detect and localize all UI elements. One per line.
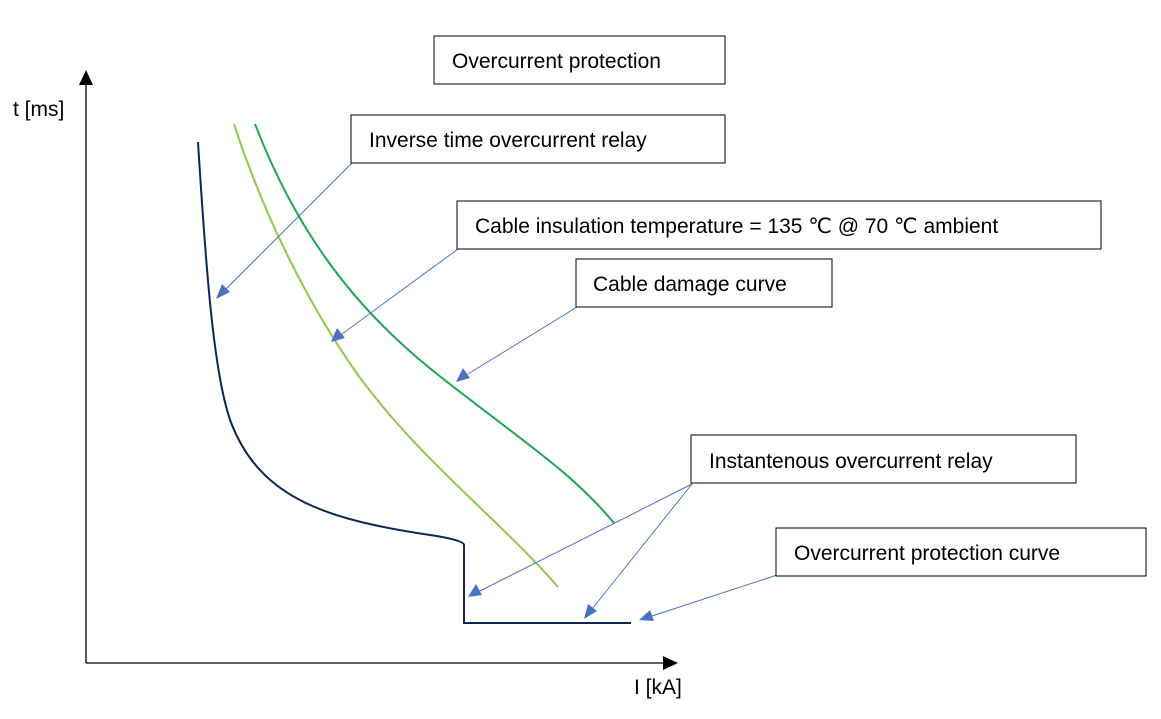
leader-instantaneous-relay-a xyxy=(479,483,693,592)
leader-insulation-temp xyxy=(341,248,459,335)
instantaneous-relay-label: Instantenous overcurrent relay xyxy=(690,434,1077,484)
insulation-temp-box xyxy=(456,200,1102,250)
inverse-relay-box xyxy=(350,114,726,164)
protection-curve-box xyxy=(775,527,1147,577)
leader-instantaneous-relay-a-arrowhead xyxy=(468,584,482,597)
title-box: Overcurrent protection xyxy=(433,35,726,85)
instantaneous-relay-box xyxy=(690,434,1077,484)
leader-lines xyxy=(216,162,778,621)
diagram-title: Overcurrent protection xyxy=(452,50,661,73)
instantaneous-relay-text: Instantenous overcurrent relay xyxy=(709,450,993,473)
cable-damage-label: Cable damage curve xyxy=(575,258,833,308)
cable-damage-curve xyxy=(254,123,615,524)
leader-inverse-relay-arrowhead xyxy=(216,284,230,299)
inverse-relay-label: Inverse time overcurrent relay xyxy=(350,114,726,164)
protection-curve-text: Overcurrent protection curve xyxy=(794,542,1060,565)
axes: t [ms] I [kA] xyxy=(13,70,682,699)
leader-cable-damage xyxy=(467,306,578,375)
leader-instantaneous-relay-b-arrowhead xyxy=(584,604,597,619)
title-box-frame xyxy=(433,35,726,85)
overcurrent-protection-curve xyxy=(197,141,631,624)
y-axis-label: t [ms] xyxy=(13,98,64,121)
x-axis-label: I [kA] xyxy=(634,676,682,699)
leader-protection-curve-arrowhead xyxy=(639,610,654,621)
insulation-temp-text: Cable insulation temperature = 135 ℃ @ 7… xyxy=(475,215,998,238)
leader-cable-damage-arrowhead xyxy=(456,368,470,382)
inverse-relay-text: Inverse time overcurrent relay xyxy=(369,129,647,152)
insulation-temp-label: Cable insulation temperature = 135 ℃ @ 7… xyxy=(456,200,1102,250)
cable-damage-box xyxy=(575,258,833,308)
cable-damage-text: Cable damage curve xyxy=(593,273,787,296)
curves xyxy=(197,123,631,624)
x-axis-arrowhead xyxy=(663,656,678,670)
leader-instantaneous-relay-b xyxy=(591,483,693,610)
leader-insulation-temp-arrowhead xyxy=(331,328,345,342)
y-axis-arrowhead xyxy=(79,70,93,85)
cable-insulation-curve xyxy=(233,123,559,588)
protection-curve-label: Overcurrent protection curve xyxy=(775,527,1147,577)
leader-protection-curve xyxy=(651,574,778,617)
leader-inverse-relay xyxy=(225,162,353,290)
